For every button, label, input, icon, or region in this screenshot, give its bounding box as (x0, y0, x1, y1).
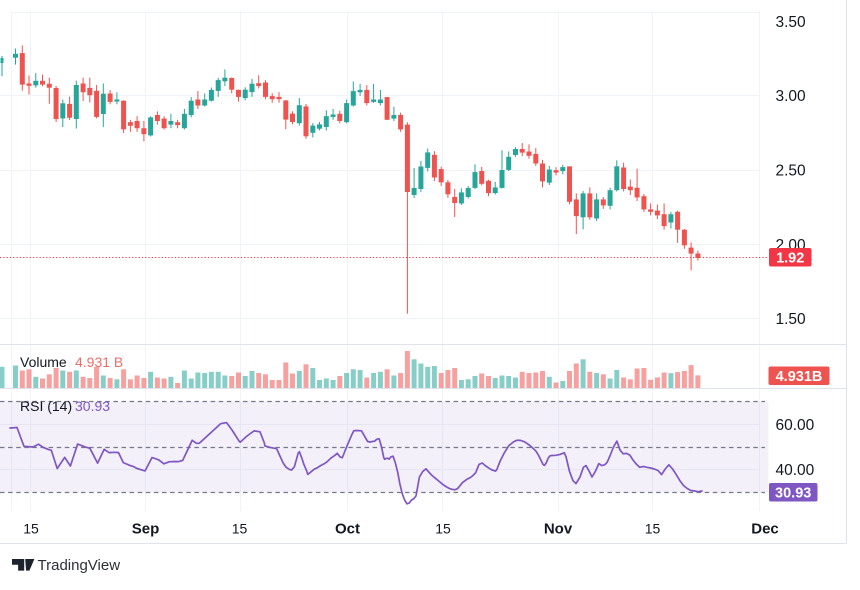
svg-text:15: 15 (435, 521, 451, 537)
svg-text:4.931B: 4.931B (776, 369, 823, 385)
svg-text:15: 15 (23, 521, 39, 537)
svg-text:1.50: 1.50 (776, 311, 807, 328)
svg-text:15: 15 (645, 521, 661, 537)
svg-text:3.50: 3.50 (776, 14, 807, 31)
svg-text:40.00: 40.00 (776, 462, 815, 479)
svg-text:Dec: Dec (751, 521, 779, 538)
svg-text:Nov: Nov (544, 521, 573, 538)
svg-text:15: 15 (232, 521, 248, 537)
svg-text:2.50: 2.50 (776, 163, 807, 180)
svg-text:Volume: Volume (20, 354, 67, 370)
svg-text:1.92: 1.92 (776, 250, 804, 266)
svg-text:3.00: 3.00 (776, 88, 807, 105)
svg-text:TradingView: TradingView (38, 557, 121, 574)
svg-text:Oct: Oct (335, 521, 360, 538)
svg-text:4.931 B: 4.931 B (75, 354, 123, 370)
svg-text:RSI (14): RSI (14) (20, 398, 72, 414)
svg-text:30.93: 30.93 (775, 485, 811, 501)
svg-text:60.00: 60.00 (776, 417, 815, 434)
svg-text:30.93: 30.93 (75, 398, 110, 414)
svg-text:Sep: Sep (132, 521, 160, 538)
